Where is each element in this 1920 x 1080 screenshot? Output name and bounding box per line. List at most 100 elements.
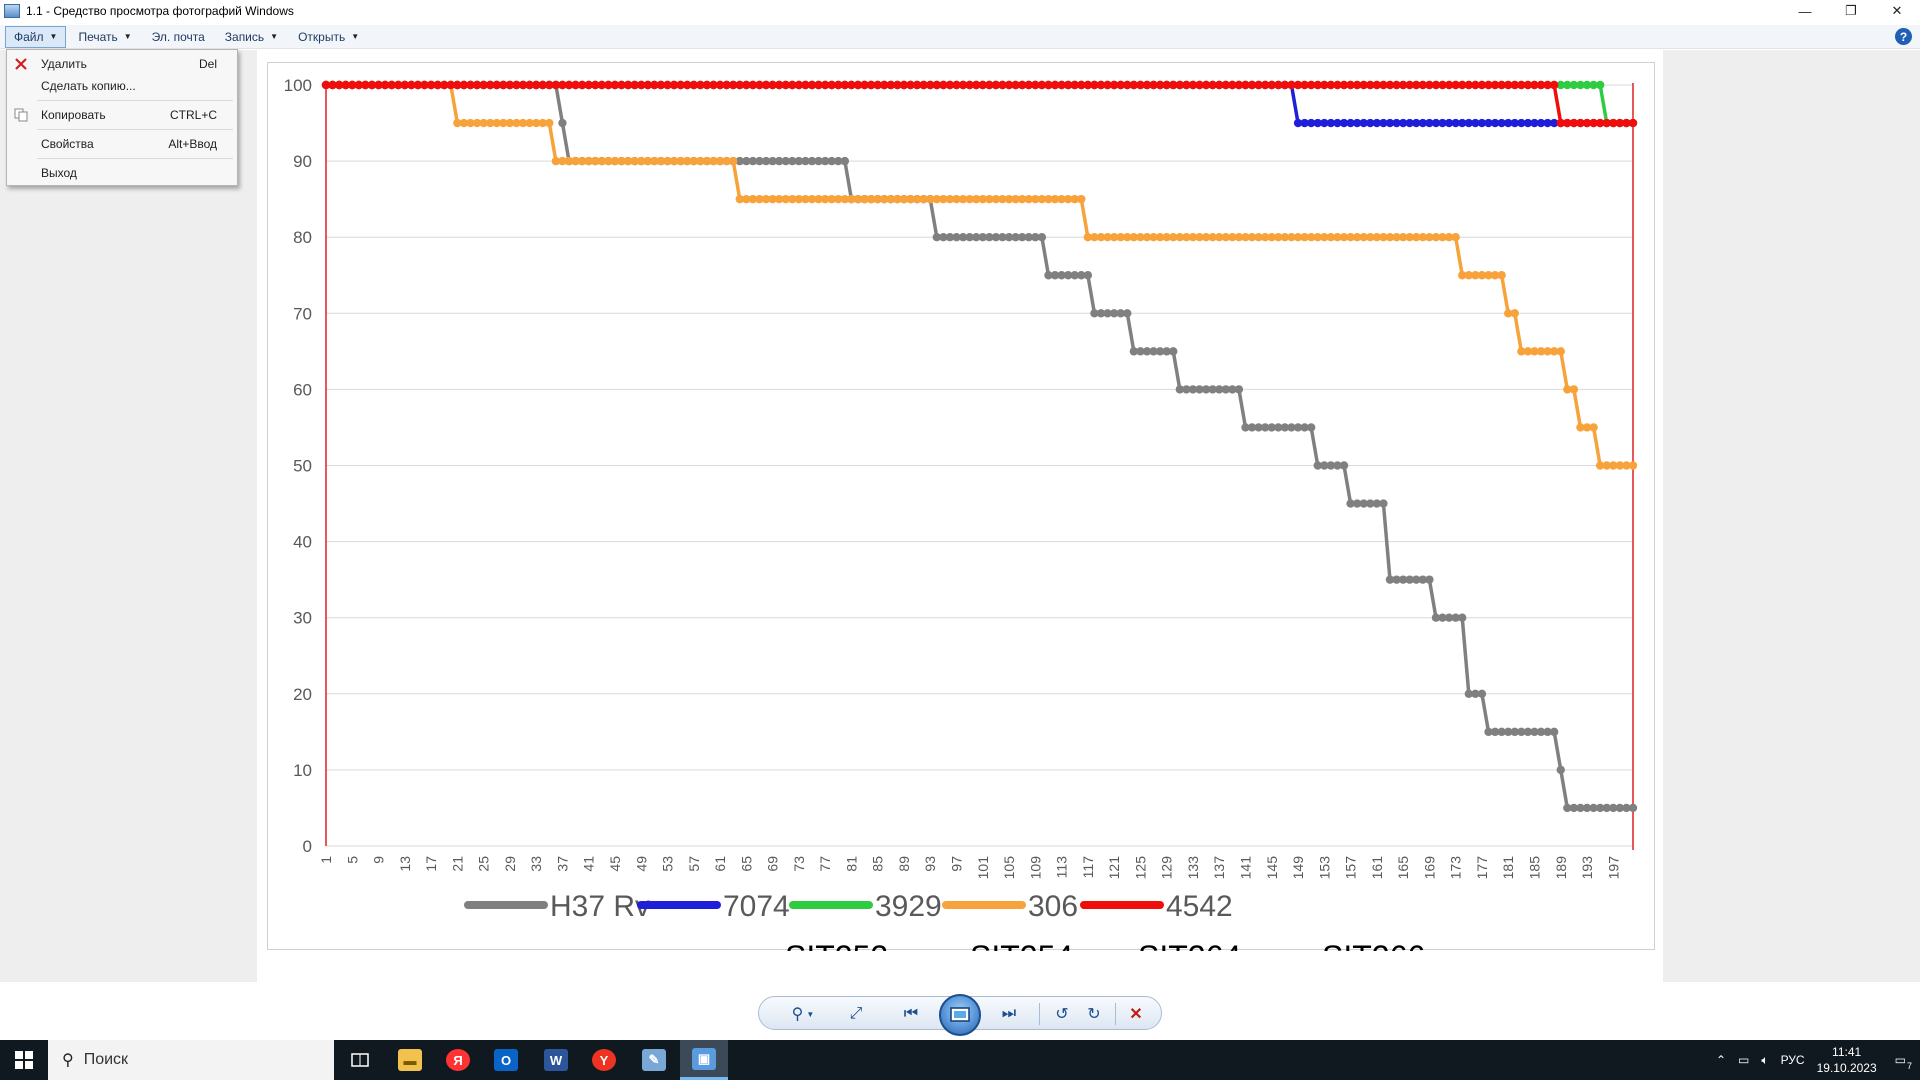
data-point [788, 156, 797, 166]
toolbar-separator [1115, 1003, 1116, 1025]
previous-button[interactable]: ⏮ [889, 1001, 933, 1027]
data-point [1392, 118, 1401, 128]
data-point [1083, 233, 1093, 242]
data-point [650, 156, 659, 166]
data-point [1438, 118, 1447, 128]
close-button[interactable]: ✕ [1891, 3, 1903, 18]
data-point [1306, 80, 1316, 90]
data-point [623, 80, 633, 90]
data-point [1215, 385, 1224, 394]
data-point [1431, 80, 1441, 90]
data-point [1287, 423, 1296, 432]
next-button[interactable]: ⏭ [987, 1001, 1031, 1027]
file-menu-make-copy[interactable]: Сделать копию... [7, 75, 237, 97]
taskbar-search[interactable]: ⚲ Поиск [48, 1040, 334, 1080]
data-point [453, 80, 462, 90]
data-point [479, 118, 488, 128]
data-point [1444, 613, 1454, 622]
data-point [1116, 309, 1125, 318]
data-point [702, 80, 712, 90]
data-point [1267, 233, 1276, 242]
data-point [1622, 461, 1631, 470]
data-point [1425, 233, 1434, 242]
search-placeholder: Поиск [83, 1051, 129, 1068]
x-tick-label: 169 [1421, 856, 1437, 880]
data-point [394, 80, 403, 90]
taskbar-yandex-browser[interactable]: Y [580, 1040, 628, 1080]
x-tick-label: 125 [1132, 856, 1148, 880]
data-point [1497, 118, 1506, 128]
chevron-up-icon[interactable]: ⌃ [1715, 1053, 1727, 1067]
data-point [866, 80, 876, 90]
data-point [1300, 233, 1309, 242]
taskbar-paint[interactable]: ✎ [630, 1040, 678, 1080]
taskbar-file-explorer[interactable]: ▬ [386, 1040, 434, 1080]
data-point [1359, 80, 1368, 90]
menu-print[interactable]: Печать ▼ [70, 26, 139, 48]
data-point [591, 80, 600, 90]
help-icon[interactable]: ? [1895, 28, 1912, 45]
data-point [834, 80, 843, 90]
data-point [781, 80, 790, 90]
data-point [1313, 80, 1322, 90]
y-tick-label: 40 [293, 533, 312, 552]
taskbar-outlook[interactable]: O [482, 1040, 530, 1080]
data-point [860, 80, 869, 90]
data-point [1326, 461, 1336, 470]
data-point [735, 80, 744, 90]
menu-print-label: Печать [78, 29, 118, 44]
network-icon[interactable]: ▭ [1738, 1053, 1750, 1067]
file-menu-delete[interactable]: Удалить Del [7, 53, 237, 75]
data-point [774, 156, 784, 166]
data-point [1037, 80, 1047, 90]
data-point [348, 80, 357, 90]
actual-size-button[interactable]: ⤢ [841, 1001, 871, 1027]
taskbar-photo-viewer[interactable]: ▣ [680, 1040, 728, 1080]
data-point [1595, 803, 1605, 813]
data-point [1412, 575, 1421, 584]
rotate-left-button[interactable]: ↺ [1047, 1001, 1077, 1027]
restore-button[interactable]: ❐ [1845, 3, 1857, 18]
input-language[interactable]: РУС [1780, 1053, 1805, 1067]
data-point [1595, 80, 1605, 90]
data-point [939, 233, 948, 242]
data-point [610, 156, 620, 166]
minimize-button[interactable]: — [1798, 3, 1812, 19]
data-point [518, 80, 528, 90]
data-point [1451, 613, 1460, 622]
data-point [617, 80, 626, 90]
x-tick-label: 153 [1316, 856, 1332, 880]
task-view-button[interactable] [336, 1040, 384, 1080]
x-tick-label: 65 [738, 856, 754, 872]
data-point [1195, 80, 1204, 90]
slideshow-button[interactable] [939, 994, 981, 1036]
data-point [1300, 423, 1309, 432]
data-point [1083, 80, 1093, 90]
menu-open[interactable]: Открыть ▼ [290, 26, 367, 48]
y-tick-label: 50 [293, 457, 312, 476]
data-point [1504, 80, 1513, 90]
data-point [453, 118, 462, 128]
file-menu-properties[interactable]: Свойства Alt+Ввод [7, 133, 237, 155]
start-button[interactable] [0, 1040, 48, 1080]
data-point [1234, 233, 1244, 242]
toolbar-separator [1039, 1003, 1040, 1025]
menu-file[interactable]: Файл ▼ [5, 25, 67, 48]
data-point [630, 80, 639, 90]
notifications-button[interactable]: ▭ 7 [1895, 1053, 1912, 1071]
zoom-button[interactable]: ⚲ ▼ [785, 1001, 821, 1027]
taskbar-word[interactable]: W [532, 1040, 580, 1080]
file-menu-exit[interactable]: Выход [7, 162, 237, 184]
menu-email[interactable]: Эл. почта [144, 26, 213, 48]
rotate-right-button[interactable]: ↻ [1079, 1001, 1109, 1027]
data-point [1464, 271, 1474, 280]
file-menu-properties-label: Свойства [41, 137, 94, 151]
taskbar-yandex[interactable]: Я [434, 1040, 482, 1080]
volume-icon[interactable]: 🔈︎ [1761, 1052, 1769, 1067]
file-menu-copy[interactable]: Копировать CTRL+C [7, 104, 237, 126]
data-point [1412, 80, 1421, 90]
clock[interactable]: 11:41 19.10.2023 [1817, 1044, 1877, 1076]
delete-button[interactable]: ✕ [1121, 1001, 1151, 1027]
menu-burn[interactable]: Запись ▼ [217, 26, 286, 48]
data-point [755, 194, 764, 204]
